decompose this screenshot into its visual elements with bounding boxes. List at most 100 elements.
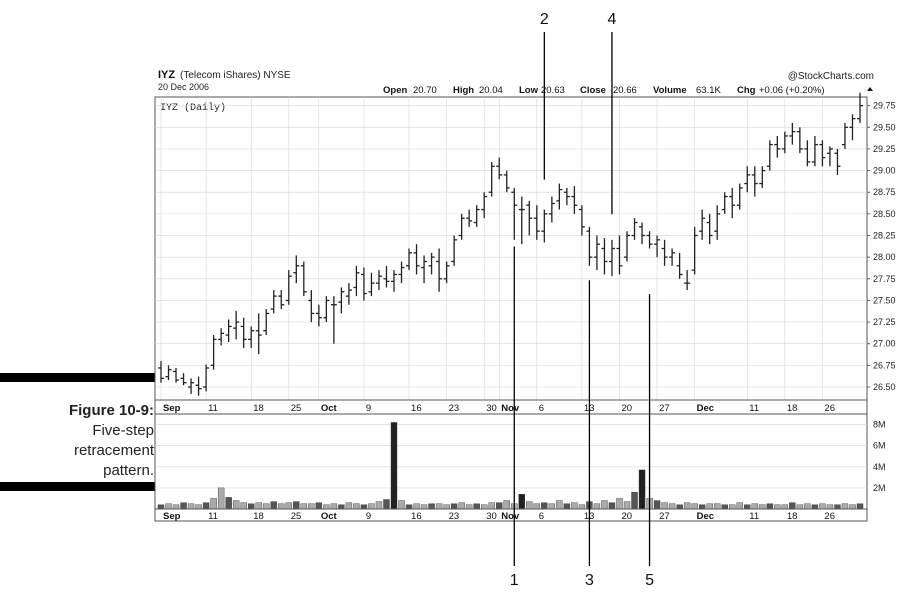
volume-bar <box>766 503 774 510</box>
ohlc-bar <box>165 365 172 381</box>
ohlc-bar <box>691 226 698 275</box>
open-value: 20.70 <box>413 85 437 96</box>
date-tick-label: 23 <box>449 511 460 522</box>
date-tick-label: 20 <box>621 403 632 414</box>
ohlc-bar <box>669 248 676 266</box>
price-tick-label: 26.75 <box>873 360 896 370</box>
volume-bar <box>428 503 435 510</box>
volume-bar <box>616 498 623 510</box>
date-tick-label: 26 <box>824 511 835 522</box>
ohlc-bar <box>451 235 458 266</box>
volume-bar <box>187 503 195 510</box>
ohlc-bar <box>601 238 608 275</box>
price-panel <box>154 96 868 401</box>
volume-bar <box>202 502 210 510</box>
annotation-label: 5 <box>645 572 654 589</box>
date-tick-label: 18 <box>253 403 264 414</box>
ohlc-bar <box>338 287 345 314</box>
ohlc-bar <box>586 226 593 266</box>
volume-bar <box>668 503 676 510</box>
close-value: 20.66 <box>613 85 637 96</box>
figure-caption-line-3: pattern. <box>103 462 154 479</box>
volume-bar <box>796 504 804 510</box>
ohlc-bar <box>503 170 510 193</box>
ohlc-bar <box>826 146 833 167</box>
volume-bar <box>736 502 743 510</box>
price-tick-label: 28.75 <box>873 187 896 197</box>
ohlc-bar <box>714 205 721 240</box>
price-tick-label: 29.75 <box>873 101 896 111</box>
volume-bar <box>368 503 375 510</box>
volume-bar <box>571 502 578 510</box>
date-tick-label: 11 <box>749 511 759 522</box>
volume-bar <box>691 503 698 510</box>
ohlc-bar <box>413 244 420 275</box>
price-tick-label: 26.50 <box>873 382 896 392</box>
date-tick-label: 20 <box>621 511 632 522</box>
price-bars <box>158 92 863 396</box>
volume-tick-label: 8M <box>873 420 886 430</box>
ticker-symbol: IYZ <box>158 69 175 81</box>
volume-bar <box>338 504 345 510</box>
date-tick-label: 16 <box>411 511 422 522</box>
date-tick-label: 18 <box>253 511 264 522</box>
volume-bar <box>180 502 187 510</box>
annotation-label: 3 <box>585 572 594 589</box>
date-tick-label: 27 <box>659 511 670 522</box>
ohlc-bar <box>308 290 315 323</box>
price-tick-label: 27.00 <box>873 339 896 349</box>
date-tick-label: 9 <box>366 511 371 522</box>
volume-bar <box>398 500 405 510</box>
volume-bar <box>465 504 473 510</box>
volume-tick-label: 2M <box>873 483 886 493</box>
ohlc-bar <box>330 296 337 344</box>
volume-bar <box>676 504 683 510</box>
ohlc-bar <box>278 290 285 310</box>
date-tick-label: 9 <box>366 403 371 414</box>
ohlc-bar <box>518 196 525 245</box>
figure-caption-line-2: retracement <box>73 442 154 459</box>
ohlc-bar <box>548 196 555 223</box>
volume-bar <box>631 491 638 510</box>
ohlc-bar <box>285 270 292 305</box>
ohlc-bar <box>571 186 578 214</box>
ohlc-bar <box>721 192 728 214</box>
ohlc-bar <box>781 131 788 154</box>
date-axis-bottom-labels: Sep111825Oct9162330Nov6132027Dec111826 <box>163 511 835 522</box>
price-tick-label: 27.25 <box>873 317 896 327</box>
ohlc-bar <box>804 140 811 167</box>
figure-caption-title: Figure 10-9: <box>68 402 154 419</box>
ohlc-bar <box>796 127 803 154</box>
ohlc-bar <box>729 187 736 219</box>
volume-bar <box>593 503 601 510</box>
price-tick-label: 28.50 <box>873 209 896 219</box>
volume-bar <box>713 503 721 510</box>
ohlc-bar <box>225 319 232 342</box>
volume-tick-label: 4M <box>873 462 886 472</box>
ohlc-bar <box>391 270 397 292</box>
retracement-annotations: 1 2 3 4 5 <box>510 11 654 589</box>
volume-bar <box>601 500 608 510</box>
volume-bar <box>308 503 315 510</box>
ohlc-bar <box>699 209 706 240</box>
date-tick-label: Dec <box>697 511 714 522</box>
ohlc-bar <box>173 367 180 383</box>
ohlc-bar <box>834 148 841 175</box>
price-tick-label: 27.75 <box>873 274 896 284</box>
ohlc-bar <box>654 235 661 258</box>
volume-bar <box>556 500 563 510</box>
ohlc-bar <box>368 272 375 297</box>
caption-top-rule <box>0 373 156 382</box>
volume-bar <box>819 503 826 510</box>
volume-bar <box>729 504 736 510</box>
ohlc-bar <box>639 222 646 245</box>
volume-bar <box>698 504 706 510</box>
date-tick-label: 25 <box>291 403 302 414</box>
volume-bar <box>496 502 503 510</box>
ohlc-bar <box>774 135 781 158</box>
volume-bar <box>608 502 616 510</box>
ohlc-bar <box>631 218 638 240</box>
volume-bar <box>653 500 661 510</box>
volume-bar <box>563 503 571 510</box>
